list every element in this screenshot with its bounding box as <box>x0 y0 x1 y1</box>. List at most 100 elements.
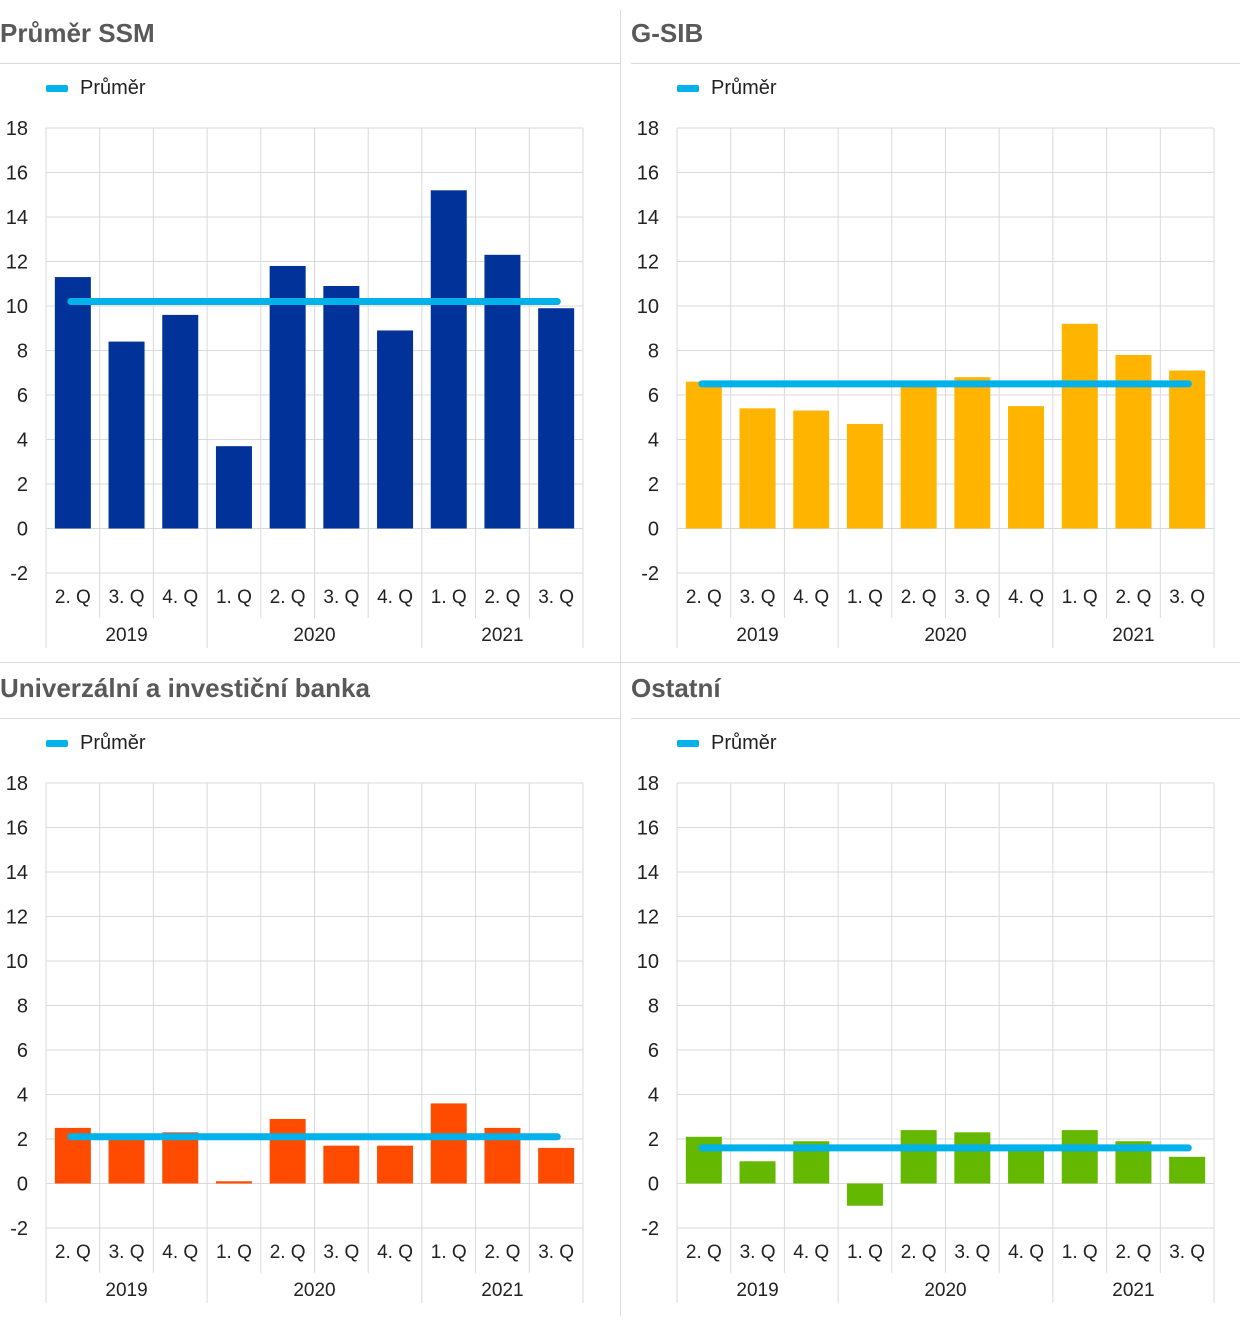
bar <box>1008 406 1045 529</box>
legend-label-average: Průměr <box>80 76 146 99</box>
bar-chart-gsib: -2 0 2 4 6 8 10 12 14 16 18 2. Q 3. Q 4. Q 1. Q 2. Q 3. … <box>637 118 1215 648</box>
legend-swatch-average <box>677 739 699 747</box>
y-tick-label: 2 <box>17 1129 28 1151</box>
y-tick-label: -2 <box>10 563 28 585</box>
x-tick-label: 3. Q <box>1169 587 1205 608</box>
bar <box>1061 323 1098 529</box>
bar <box>954 377 991 529</box>
bar <box>739 1161 776 1184</box>
y-tick-label: 12 <box>637 252 659 274</box>
x-tick-label: 2. Q <box>1115 587 1151 608</box>
chart-panel-other: Ostatní Průměr -2 0 2 4 6 8 10 12 14 16 18 2. Q 3. Q… <box>631 655 1240 1310</box>
y-tick-label: 6 <box>17 1040 28 1062</box>
year-label: 2020 <box>293 1280 335 1301</box>
bar <box>108 341 145 529</box>
legend: Průměr <box>46 731 146 755</box>
y-tick-label: 0 <box>648 1174 659 1196</box>
bar <box>377 1145 414 1184</box>
x-tick-label: 2. Q <box>270 587 306 608</box>
x-tick-label: 3. Q <box>954 1242 990 1263</box>
y-tick-label: 6 <box>648 385 659 407</box>
x-tick-label: 4. Q <box>377 587 413 608</box>
bar <box>739 408 776 529</box>
y-tick-label: 4 <box>648 1085 659 1107</box>
legend-label-average: Průměr <box>80 731 146 754</box>
y-tick-label: 12 <box>6 252 28 274</box>
chart-title: Univerzální a investiční banka <box>0 673 370 703</box>
y-tick-label: 0 <box>648 519 659 541</box>
y-tick-label: 4 <box>648 430 659 452</box>
legend-swatch-average <box>677 84 699 92</box>
title-rule <box>631 718 1240 719</box>
y-tick-label: 16 <box>6 818 28 840</box>
chart-title: G-SIB <box>631 18 704 48</box>
year-label: 2020 <box>924 1280 966 1301</box>
x-tick-label: 1. Q <box>431 587 467 608</box>
y-tick-label: 8 <box>17 996 28 1018</box>
panel-divider-horizontal <box>0 662 1240 663</box>
year-label: 2019 <box>736 1280 778 1301</box>
chart-panel-gsib: G-SIB Průměr -2 0 2 4 6 8 10 12 14 16 18 2. Q 3. Q 4.… <box>631 0 1240 655</box>
bar <box>1061 1130 1098 1184</box>
bar <box>685 381 722 529</box>
y-tick-label: 8 <box>17 341 28 363</box>
bar <box>900 386 937 529</box>
x-tick-label: 3. Q <box>109 1242 145 1263</box>
x-tick-label: 1. Q <box>1062 1242 1098 1263</box>
bar <box>538 308 575 529</box>
y-tick-label: 0 <box>17 519 28 541</box>
bar <box>430 190 467 529</box>
year-label: 2020 <box>924 625 966 646</box>
x-tick-label: 4. Q <box>377 1242 413 1263</box>
y-tick-label: 16 <box>6 163 28 185</box>
legend-label-average: Průměr <box>711 76 777 99</box>
x-tick-label: 4. Q <box>162 587 198 608</box>
chart-panel-ssm-average: Průměr SSM Průměr -2 0 2 4 6 8 10 12 14 16 18 2. Q 3… <box>0 0 620 655</box>
x-tick-label: 4. Q <box>793 1242 829 1263</box>
y-tick-label: 0 <box>17 1174 28 1196</box>
y-tick-label: 10 <box>6 951 28 973</box>
year-label: 2021 <box>481 625 523 646</box>
chart-panel-universal-investment-bank: Univerzální a investiční banka Průměr -2… <box>0 655 620 1310</box>
y-tick-label: 4 <box>17 430 28 452</box>
year-label: 2019 <box>105 625 147 646</box>
bar <box>269 1118 306 1184</box>
x-tick-label: 3. Q <box>1169 1242 1205 1263</box>
bar <box>215 446 252 529</box>
bar <box>430 1103 467 1184</box>
y-tick-label: 18 <box>6 118 28 140</box>
y-tick-label: 4 <box>17 1085 28 1107</box>
y-tick-label: 10 <box>637 951 659 973</box>
bar <box>954 1132 991 1184</box>
bar <box>108 1139 145 1184</box>
bar-chart-other: -2 0 2 4 6 8 10 12 14 16 18 2. Q 3. Q 4. Q 1. Q 2. Q 3. … <box>637 773 1215 1303</box>
x-tick-label: 2. Q <box>55 587 91 608</box>
chart-title: Průměr SSM <box>0 18 155 48</box>
chart-title: Ostatní <box>631 673 721 703</box>
panel-divider-vertical <box>620 10 621 1316</box>
y-tick-label: 8 <box>648 996 659 1018</box>
y-tick-label: 8 <box>648 341 659 363</box>
bar <box>793 410 830 529</box>
x-tick-label: 3. Q <box>323 1242 359 1263</box>
y-tick-label: 12 <box>6 907 28 929</box>
x-tick-label: 2. Q <box>55 1242 91 1263</box>
legend: Průměr <box>677 76 777 100</box>
title-rule <box>0 63 620 64</box>
bar <box>685 1136 722 1184</box>
bar <box>1169 370 1206 529</box>
x-tick-label: 4. Q <box>162 1242 198 1263</box>
y-tick-label: 16 <box>637 163 659 185</box>
x-tick-label: 3. Q <box>538 1242 574 1263</box>
bar <box>846 423 883 529</box>
bar <box>162 1132 199 1184</box>
bar <box>215 1181 252 1184</box>
bar <box>1008 1147 1045 1184</box>
y-tick-label: 18 <box>6 773 28 795</box>
y-tick-label: 14 <box>6 862 28 884</box>
x-tick-label: 1. Q <box>216 1242 252 1263</box>
x-tick-label: 2. Q <box>1115 1242 1151 1263</box>
bar <box>323 285 360 529</box>
y-tick-label: 14 <box>637 862 659 884</box>
y-tick-label: -2 <box>641 1218 659 1240</box>
